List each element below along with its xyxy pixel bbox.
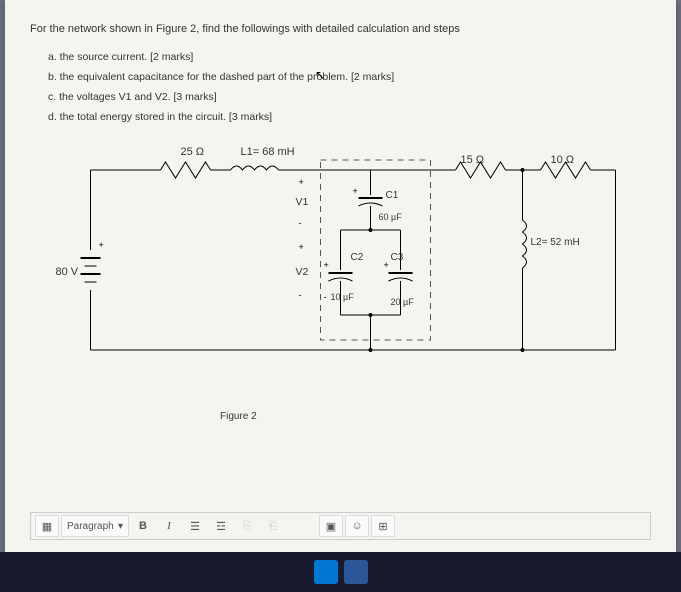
c3-label: C3 bbox=[391, 252, 404, 263]
figure-caption: Figure 2 bbox=[220, 411, 651, 422]
svg-text:+: + bbox=[324, 260, 329, 270]
v2-label: V2 bbox=[296, 266, 309, 278]
c2-val: 10 µF bbox=[331, 292, 355, 302]
svg-text:+: + bbox=[353, 186, 358, 196]
windows-taskbar[interactable] bbox=[0, 552, 681, 592]
vsrc-label: 80 V bbox=[56, 266, 79, 278]
question-d: d. the total energy stored in the circui… bbox=[48, 108, 651, 128]
dashed-region bbox=[321, 160, 431, 340]
r3-label: 10 Ω bbox=[551, 154, 575, 166]
link-button[interactable]: ⎘ bbox=[235, 515, 259, 537]
question-a: a. the source current. [2 marks] bbox=[48, 48, 651, 68]
c2-label: C2 bbox=[351, 252, 364, 263]
image-button[interactable]: ▣ bbox=[319, 515, 343, 537]
svg-text:-: - bbox=[299, 290, 302, 300]
r2-label: 15 Ω bbox=[461, 154, 485, 166]
svg-text:-: - bbox=[324, 292, 327, 302]
ordered-list-button[interactable]: ☲ bbox=[209, 515, 233, 537]
circuit-diagram: 25 Ω L1= 68 mH 15 Ω 10 Ω + 80 V bbox=[30, 140, 651, 440]
taskbar-app-icon[interactable] bbox=[344, 560, 368, 584]
grid-icon[interactable]: ▦ bbox=[35, 515, 59, 537]
svg-text:+: + bbox=[299, 177, 304, 187]
l1-label: L1= 68 mH bbox=[241, 146, 295, 158]
inductor-l2 bbox=[523, 220, 527, 268]
style-dropdown[interactable]: Paragraph ▾ bbox=[61, 515, 129, 537]
v1-label: V1 bbox=[296, 196, 309, 208]
c3-val: 20 µF bbox=[391, 297, 415, 307]
c1-label: C1 bbox=[386, 190, 399, 201]
unordered-list-button[interactable]: ☰ bbox=[183, 515, 207, 537]
page-container: For the network shown in Figure 2, find … bbox=[5, 0, 676, 552]
svg-text:+: + bbox=[299, 242, 304, 252]
italic-button[interactable]: I bbox=[157, 515, 181, 537]
question-b: b. the equivalent capacitance for the da… bbox=[48, 68, 651, 88]
svg-text:+: + bbox=[384, 260, 389, 270]
question-intro: For the network shown in Figure 2, find … bbox=[30, 20, 651, 40]
emoji-button[interactable]: ☺ bbox=[345, 515, 369, 537]
unlink-button[interactable]: ⎗ bbox=[261, 515, 285, 537]
chevron-down-icon: ▾ bbox=[118, 521, 123, 532]
editor-toolbar: ▦ Paragraph ▾ B I ☰ ☲ ⎘ ⎗ ▣ ☺ ⊞ bbox=[30, 512, 651, 540]
bold-button[interactable]: B bbox=[131, 515, 155, 537]
svg-text:-: - bbox=[299, 218, 302, 228]
svg-text:+: + bbox=[99, 240, 104, 250]
c1-val: 60 µF bbox=[379, 212, 403, 222]
attach-button[interactable]: ⊞ bbox=[371, 515, 395, 537]
inductor-l1 bbox=[231, 166, 279, 170]
question-c: c. the voltages V1 and V2. [3 marks] bbox=[48, 88, 651, 108]
style-dropdown-label: Paragraph bbox=[67, 521, 114, 532]
r1-label: 25 Ω bbox=[181, 146, 205, 158]
l2-label: L2= 52 mH bbox=[531, 237, 580, 248]
resistor-r1 bbox=[161, 162, 211, 178]
taskbar-app-icon[interactable] bbox=[314, 560, 338, 584]
